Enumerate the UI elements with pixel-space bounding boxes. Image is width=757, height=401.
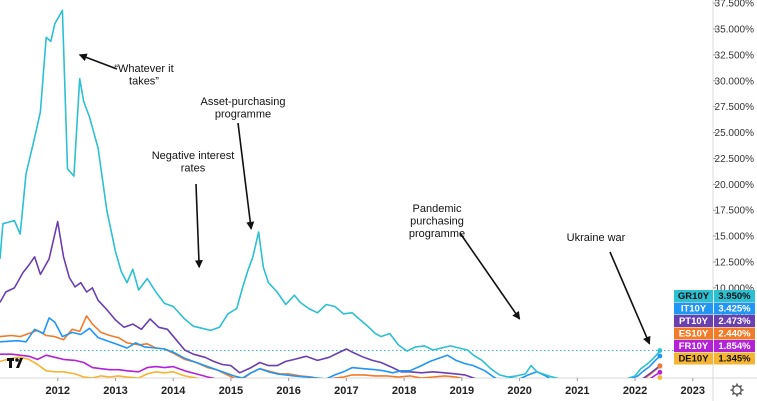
series-endpoint-it10y (657, 353, 663, 359)
gear-icon[interactable] (730, 383, 744, 397)
x-tick-label: 2018 (392, 385, 416, 397)
badge-name-fr10y: FR10Y (679, 341, 709, 352)
annotation-ukraine: Ukraine war (567, 232, 626, 244)
badge-value-bg-es10y (714, 327, 755, 340)
annotation-arrow-negative-rates (194, 183, 203, 269)
y-tick-label: 25.000% (715, 128, 755, 139)
x-tick-label: 2016 (276, 385, 300, 397)
y-tick-label: 17.500% (715, 206, 755, 217)
series-endpoint-de10y (657, 375, 663, 380)
badge-name-bg-de10y (674, 352, 713, 365)
badge-value-bg-pt10y (714, 315, 755, 327)
badge-value-bg-it10y (714, 302, 755, 315)
x-tick-label: 2021 (565, 385, 589, 397)
badge-value-bg-de10y (714, 352, 755, 365)
annotation-arrow-whatever-it-takes (78, 53, 118, 70)
annotation-arrow-ukraine (609, 251, 651, 345)
badge-name-bg-fr10y (674, 340, 713, 352)
annotation-arrow-pandemic (459, 232, 521, 320)
series-line-fr10y (0, 353, 661, 378)
badge-name-bg-it10y (674, 302, 713, 315)
series-line-gr10y (0, 9, 661, 378)
annotation-asset-purchasing: Asset-purchasing programme (201, 96, 286, 121)
badge-name-es10y: ES10Y (679, 329, 709, 340)
annotation-pandemic: Pandemic purchasing programme (409, 203, 465, 240)
annotation-whatever-it-takes: “Whatever it takes” (114, 63, 173, 88)
badge-name-gr10y: GR10Y (678, 291, 710, 302)
annotation-negative-rates: Negative interest rates (152, 150, 235, 175)
y-tick-label: 37.500% (715, 0, 755, 10)
x-tick-label: 2014 (161, 385, 186, 397)
badge-value-fr10y: 1.854% (718, 341, 751, 352)
y-tick-label: 27.500% (715, 102, 755, 113)
badge-name-bg-gr10y (674, 290, 713, 302)
series-endpoint-es10y (657, 363, 663, 369)
x-tick-label: 2022 (623, 385, 647, 397)
badge-value-de10y: 1.345% (718, 354, 751, 365)
y-tick-label: 15.000% (715, 232, 755, 243)
x-tick-label: 2015 (219, 385, 243, 397)
y-tick-label: 10.000% (715, 283, 755, 294)
badge-name-bg-pt10y (674, 315, 713, 327)
badge-name-de10y: DE10Y (678, 354, 709, 365)
y-tick-label: 7.500% (720, 309, 754, 320)
x-tick-label: 2012 (45, 385, 69, 397)
tradingview-logo (7, 358, 23, 368)
series-line-de10y (0, 356, 661, 378)
series-line-es10y (0, 315, 661, 378)
y-tick-label: 22.500% (715, 154, 755, 165)
x-tick-label: 2013 (103, 385, 127, 397)
y-tick-label: 20.000% (715, 180, 755, 191)
y-tick-label: 30.000% (715, 76, 755, 87)
badge-value-it10y: 3.425% (718, 304, 751, 315)
x-tick-label: 2019 (450, 385, 474, 397)
x-tick-label: 2017 (334, 385, 358, 397)
badge-value-es10y: 2.440% (718, 329, 751, 340)
badge-name-it10y: IT10Y (681, 304, 707, 315)
badge-name-pt10y: PT10Y (679, 316, 709, 327)
y-tick-label: 12.500% (715, 258, 755, 269)
badge-value-bg-gr10y (714, 290, 755, 302)
series-line-pt10y (0, 220, 661, 378)
badge-name-bg-es10y (674, 327, 713, 340)
series-endpoint-fr10y (657, 369, 663, 375)
series-line-it10y (0, 317, 661, 378)
badge-value-bg-fr10y (714, 340, 755, 352)
badge-value-gr10y: 3.950% (718, 291, 751, 302)
y-tick-label: 35.000% (715, 24, 755, 35)
x-tick-label: 2020 (507, 385, 531, 397)
y-tick-label: 32.500% (715, 50, 755, 61)
x-tick-label: 2023 (681, 385, 705, 397)
badge-value-pt10y: 2.473% (718, 316, 751, 327)
annotation-arrow-asset-purchasing (237, 122, 255, 230)
series-endpoint-gr10y (657, 348, 663, 353)
